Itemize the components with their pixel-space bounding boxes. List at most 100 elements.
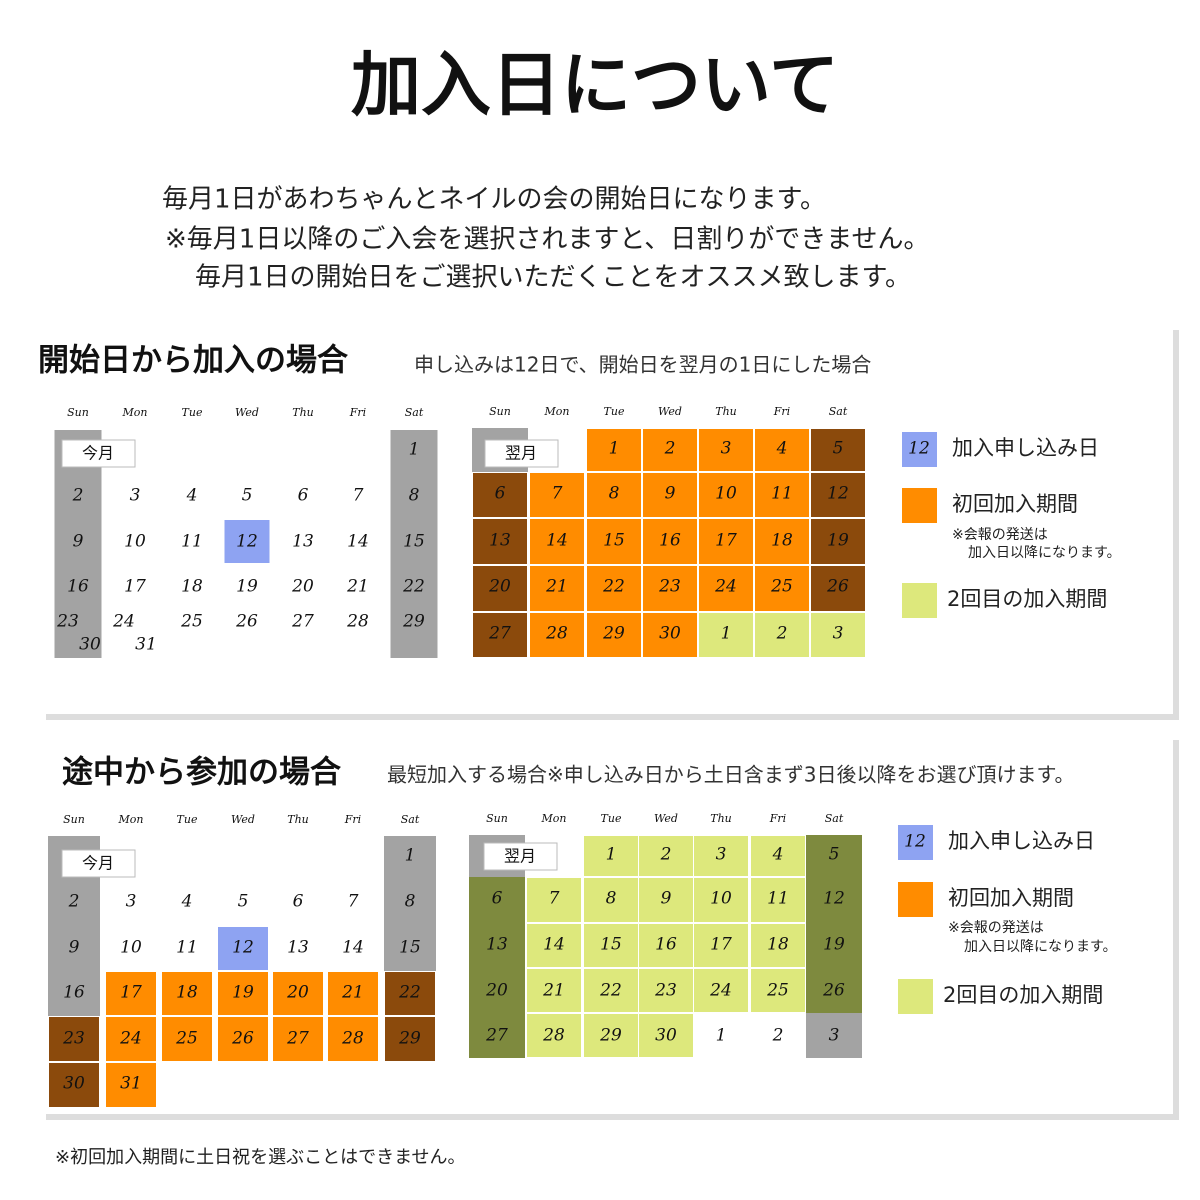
- weekday: Thu: [292, 406, 314, 419]
- day-cell: [54, 474, 102, 519]
- day-cell: [584, 878, 638, 922]
- day-number: 20: [485, 981, 508, 1001]
- day-number: 2: [772, 1026, 784, 1046]
- day-cell: [527, 1014, 581, 1057]
- day-number: 28: [346, 612, 369, 632]
- day-cell: [469, 923, 525, 968]
- intro-line: ※毎月1日以降のご入会を選択されますと、日割りができません。: [165, 225, 930, 255]
- day-number: 4: [776, 439, 788, 459]
- weekday: Wed: [231, 813, 255, 826]
- day-cell: [639, 878, 693, 922]
- day-number: 21: [341, 983, 364, 1003]
- legend-swatch: [898, 979, 933, 1014]
- day-cell: [328, 972, 378, 1015]
- day-cell: [806, 968, 862, 1013]
- day-cell: [106, 1063, 156, 1107]
- day-number: 3: [833, 624, 844, 644]
- day-number: 15: [399, 938, 421, 958]
- day-number: 8: [409, 486, 420, 506]
- day-number: 1: [606, 845, 617, 865]
- day-number: 26: [231, 1029, 254, 1049]
- day-cell: [811, 473, 865, 517]
- weekday: Sun: [67, 406, 89, 419]
- day-number: 1: [409, 440, 420, 460]
- day-number: 25: [175, 1029, 198, 1049]
- legend-label: 2回目の加入期間: [947, 587, 1107, 611]
- day-number: 15: [603, 531, 625, 551]
- day-number: 29: [398, 1029, 421, 1049]
- day-number: 22: [599, 981, 622, 1001]
- day-cell: [530, 613, 584, 657]
- day-number: 25: [766, 981, 789, 1001]
- day-number: 10: [715, 484, 737, 504]
- day-cell: [469, 1013, 525, 1058]
- day-number: 1: [716, 1026, 727, 1046]
- day-number: 30: [659, 624, 681, 644]
- day-cell: [527, 924, 581, 967]
- day-number: 17: [710, 935, 732, 955]
- legend-note: ※会報の発送は: [948, 920, 1044, 936]
- day-cell: [162, 1017, 212, 1061]
- day-cell: [755, 473, 809, 517]
- day-cell: [584, 969, 638, 1012]
- day-cell: [54, 564, 102, 609]
- weekday: Sun: [486, 812, 508, 825]
- day-number: 11: [767, 889, 789, 909]
- day-cell: [390, 474, 438, 519]
- day-cell: [48, 971, 100, 1016]
- day-number: 28: [341, 1029, 364, 1049]
- day-cell: [584, 836, 638, 876]
- day-number: 3: [126, 892, 137, 912]
- day-number: 6: [492, 889, 503, 909]
- day-number: 24: [112, 612, 135, 632]
- day-number: 2: [72, 486, 84, 506]
- day-number: 10: [124, 532, 146, 552]
- day-number: 8: [405, 892, 416, 912]
- day-cell: [751, 836, 805, 876]
- day-number: 8: [609, 484, 620, 504]
- weekday: Tue: [601, 812, 622, 825]
- weekday: Sat: [825, 812, 844, 825]
- day-cell: [587, 519, 641, 564]
- day-cell: [694, 924, 748, 967]
- month-label-box: [483, 842, 558, 871]
- day-cell: [806, 1013, 862, 1058]
- day-cell: [530, 519, 584, 564]
- day-number: 24: [714, 577, 737, 597]
- weekday: Mon: [118, 813, 144, 826]
- day-cell: [218, 972, 268, 1015]
- month-label: 今月: [82, 854, 114, 873]
- month-label-box: [484, 439, 559, 468]
- legend-note: 加入日以降になります。: [964, 939, 1117, 955]
- day-number: 25: [180, 612, 203, 632]
- day-number: 15: [600, 935, 622, 955]
- day-number: 2: [68, 892, 80, 912]
- day-number: 16: [63, 983, 85, 1003]
- day-number: 3: [716, 845, 727, 865]
- intro-line: 毎月1日があわちゃんとネイルの会の開始日になります。: [162, 185, 826, 215]
- day-cell: [751, 924, 805, 967]
- section-note: 最短加入する場合※申し込み日から土日含まず3日後以降をお選び頂けます。: [387, 763, 1074, 787]
- day-number: 13: [292, 532, 314, 552]
- day-cell: [584, 924, 638, 967]
- day-cell: [527, 878, 581, 922]
- day-number: 14: [347, 532, 369, 552]
- weekday: Sat: [829, 405, 848, 418]
- day-number: 13: [489, 531, 511, 551]
- weekday: Wed: [235, 406, 259, 419]
- day-number: 10: [120, 938, 142, 958]
- day-cell: [384, 880, 436, 926]
- day-number: 20: [286, 983, 309, 1003]
- weekday: Tue: [182, 406, 203, 419]
- section-note: 申し込みは12日で、開始日を翌月の1日にした場合: [414, 353, 871, 377]
- day-number: 19: [827, 531, 849, 551]
- day-number: 16: [659, 531, 681, 551]
- day-cell: [755, 519, 809, 564]
- weekday: Fri: [344, 813, 361, 826]
- day-cell: [694, 836, 748, 876]
- weekday: Thu: [715, 405, 737, 418]
- day-number: 12: [232, 938, 254, 958]
- weekday: Wed: [654, 812, 678, 825]
- day-number: 4: [181, 892, 193, 912]
- legend-swatch: [902, 583, 937, 618]
